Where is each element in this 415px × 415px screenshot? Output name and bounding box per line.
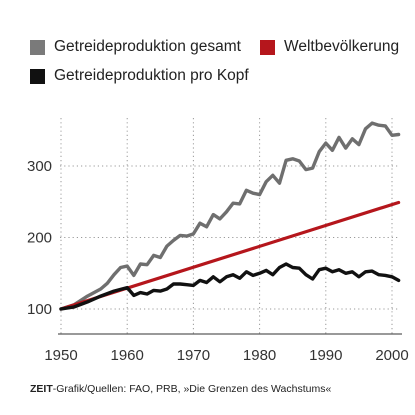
series-line-0: [59, 121, 401, 311]
x-tick-label-1980: 1980: [243, 347, 276, 364]
legend-swatch-pro-kopf: [30, 68, 45, 84]
legend-label-bevoelkerung: Weltbevölkerung: [284, 38, 400, 55]
legend-item-pro-kopf: Getreideproduktion pro Kopf: [30, 67, 249, 85]
legend-swatch-gesamt: [30, 39, 45, 55]
y-tick-label-100: 100: [27, 301, 52, 318]
x-tick-label-1970: 1970: [177, 347, 210, 364]
legend-item-gesamt: Getreideproduktion gesamt: [30, 38, 241, 56]
source-brand: ZEIT: [30, 383, 53, 395]
x-tick-label-2000: 2000: [375, 347, 408, 364]
y-tick-label-200: 200: [27, 230, 52, 247]
source-note: ZEIT-Grafik/Quellen: FAO, PRB, »Die Gren…: [30, 383, 331, 395]
y-tick-label-300: 300: [27, 158, 52, 175]
x-tick-label-1950: 1950: [44, 347, 77, 364]
x-tick-label-1960: 1960: [111, 347, 144, 364]
legend-swatch-bevoelkerung: [260, 39, 275, 55]
legend-item-bevoelkerung: Weltbevölkerung: [260, 38, 399, 56]
x-tick-label-1990: 1990: [309, 347, 342, 364]
legend-label-gesamt: Getreideproduktion gesamt: [54, 38, 241, 55]
series-line-2: [59, 262, 401, 311]
legend-label-pro-kopf: Getreideproduktion pro Kopf: [54, 67, 249, 84]
source-text: -Grafik/Quellen: FAO, PRB, »Die Grenzen …: [52, 383, 332, 395]
